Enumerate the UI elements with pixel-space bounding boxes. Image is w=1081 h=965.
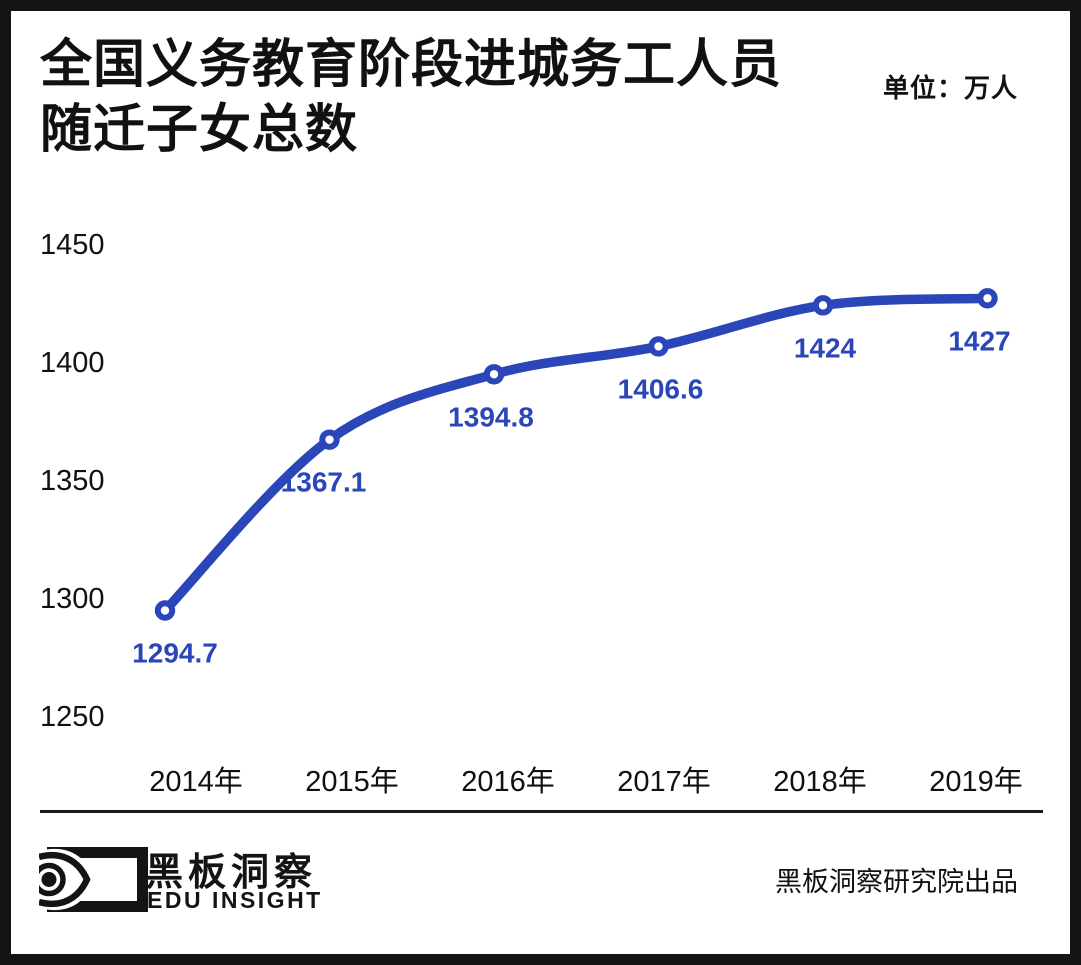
- brand-name-en: EDU INSIGHT: [147, 887, 323, 913]
- data-point-2018年: [812, 295, 834, 316]
- data-point-2019年: [977, 288, 998, 309]
- chart-title-line2: 随迁子女总数: [40, 101, 359, 159]
- brand-name-cn: 黑板洞察: [145, 852, 318, 894]
- data-line: [160, 293, 993, 616]
- data-point-2014年: [154, 600, 176, 621]
- eye-logo-icon: [39, 847, 148, 912]
- chart-title: 全国义务教育阶段进城务工人员 随迁子女总数: [40, 33, 782, 163]
- footer-divider: [40, 810, 1043, 813]
- chart-title-line1: 全国义务教育阶段进城务工人员: [40, 36, 783, 94]
- y-tick-label: 1350: [40, 465, 105, 497]
- point-label: 1394.8: [448, 401, 534, 432]
- point-label: 1406.6: [618, 373, 704, 404]
- y-tick-label: 1300: [40, 583, 105, 615]
- unit-label: 单位：万人: [882, 73, 1018, 103]
- data-point-2017年: [648, 336, 669, 357]
- data-point-2016年: [483, 364, 505, 385]
- data-point-2015年: [319, 429, 340, 450]
- x-tick-label: 2016年: [461, 765, 555, 798]
- y-tick-label: 1400: [40, 347, 105, 379]
- credit-text: 黑板洞察研究院出品: [775, 867, 1018, 897]
- line-chart: 1294.7 1367.1 1394.8 1406.6 1424 1427 1450 1400…: [40, 229, 1023, 798]
- point-label: 1367.1: [281, 467, 367, 498]
- y-tick-label: 1450: [40, 229, 105, 261]
- x-tick-label: 2015年: [305, 765, 399, 798]
- point-label: 1427: [948, 325, 1010, 356]
- x-tick-label: 2019年: [929, 765, 1023, 798]
- point-label: 1424: [794, 332, 857, 363]
- x-tick-label: 2018年: [773, 765, 867, 798]
- x-tick-label: 2014年: [149, 765, 243, 798]
- point-label: 1294.7: [132, 638, 218, 669]
- x-tick-label: 2017年: [617, 765, 711, 798]
- y-tick-label: 1250: [40, 701, 105, 733]
